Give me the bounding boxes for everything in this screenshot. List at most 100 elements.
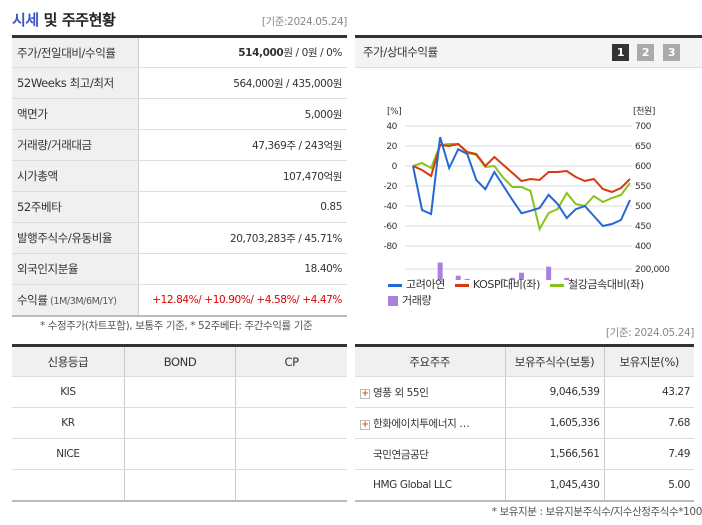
info-value: 514,000원 / 0원 / 0% (138, 36, 347, 68)
right-tick-label: 500 (635, 202, 652, 212)
price-chart: [%] [천원] 40 700 20 650 0 600 -20 550 -40 500 -60 450 -… (384, 106, 671, 305)
left-tick-label: 40 (386, 122, 397, 132)
info-value: 5,000원 (138, 98, 347, 130)
shareholder-name: 국민연금공단 (373, 448, 429, 461)
column-header: 보유지분(%) (603, 345, 694, 377)
right-tick-label: 650 (635, 142, 652, 152)
table-cell: KIS (12, 376, 125, 408)
table-row: + 영풍 외 55인 9,046,539 43.27 (355, 376, 694, 408)
page-1-button[interactable]: 1 (612, 44, 629, 61)
left-axis-label: [%] (387, 107, 401, 117)
chart-panel: 주가/상대수익률 1 2 3 [%] [천원] 40 700 20 650 0 600 -20 5… (355, 35, 702, 305)
series-line-1 (412, 142, 631, 194)
info-row: 52Weeks 최고/최저 564,000원 / 435,000원 (12, 67, 347, 99)
legend-item: KOSPI대비(좌) (454, 278, 540, 291)
shareholder-name: 영풍 외 55인 (373, 386, 429, 399)
info-label: 52주베타 (12, 191, 139, 223)
info-value: 564,000원 / 435,000원 (138, 67, 347, 99)
volume-tick-label: 200,000 (635, 265, 670, 275)
chart-header: 주가/상대수익률 1 2 3 (355, 38, 702, 68)
table-cell (235, 376, 347, 408)
pct-cell: 7.49 (603, 438, 694, 470)
section-title: 시세 및 주주현황 (12, 11, 116, 29)
pct-cell: 5.00 (603, 469, 694, 501)
info-row: 주가/전일대비/수익률 514,000원 / 0원 / 0% (12, 36, 347, 68)
table-cell: KR (12, 407, 125, 439)
pct-cell: 43.27 (603, 376, 694, 408)
holders-reference-date: [기준: 2024.05.24] (605, 327, 695, 339)
left-tick-label: -80 (384, 242, 398, 252)
credit-rating-table: 신용등급 BOND CP KIS KR NICE (12, 344, 347, 502)
expand-icon[interactable]: + (360, 388, 370, 399)
header-row: 주요주주 보유주식수(보통) 보유지분(%) (355, 345, 694, 377)
left-tick-label: -60 (384, 222, 398, 232)
table-cell (123, 376, 236, 408)
table-row: NICE (12, 438, 347, 470)
shares-cell: 1,605,336 (504, 407, 604, 439)
info-label: 52Weeks 최고/최저 (12, 67, 139, 99)
column-header: 신용등급 (12, 345, 125, 377)
info-value: 107,470억원 (138, 160, 347, 192)
table-cell (123, 438, 236, 470)
legend-swatch-icon (549, 283, 564, 287)
pct-cell: 7.68 (603, 407, 694, 439)
table-row: KR (12, 407, 347, 439)
right-tick-label: 700 (635, 122, 652, 132)
right-tick-label: 550 (635, 182, 652, 192)
table-cell (235, 407, 347, 439)
info-row: 수익률 (1M/3M/6M/1Y) +12.84%/ +10.90%/ +4.58… (12, 284, 347, 316)
info-row: 액면가 5,000원 (12, 98, 347, 130)
price-info-table: 주가/전일대비/수익률 514,000원 / 0원 / 0% 52Weeks 최고/… (12, 35, 347, 317)
info-label: 시가총액 (12, 160, 139, 192)
table-row: 국민연금공단 1,566,561 7.49 (355, 438, 694, 470)
chart-legend: 고려아연 KOSPI대비(좌) 철강금속대비(좌) 거래량 (388, 276, 654, 308)
table-row: KIS (12, 376, 347, 408)
shareholder-name: 한화에이치투에너지 … (373, 417, 470, 430)
legend-swatch-icon (454, 283, 469, 287)
column-header: 주요주주 (355, 345, 505, 377)
info-value: 18.40% (138, 253, 347, 285)
column-header: BOND (123, 345, 236, 377)
right-axis-label: [천원] (633, 106, 655, 117)
table-cell (235, 469, 347, 501)
table-cell (12, 469, 125, 501)
info-row: 시가총액 107,470억원 (12, 160, 347, 192)
volume-bar (437, 262, 443, 288)
table-row (12, 469, 347, 501)
right-tick-label: 450 (635, 222, 652, 232)
page-2-button[interactable]: 2 (637, 44, 654, 61)
shares-cell: 1,045,430 (504, 469, 604, 501)
header-row: 신용등급 BOND CP (12, 345, 347, 377)
info-label: 액면가 (12, 98, 139, 130)
info-label: 거래량/거래대금 (12, 129, 139, 161)
info-value: 20,703,283주 / 45.71% (138, 222, 347, 254)
info-value: 47,369주 / 243억원 (138, 129, 347, 161)
footnote: * 수정주가(차트포함), 보통주 기준, * 52주베타: 주간수익률 기준 (40, 320, 313, 332)
right-tick-label: 600 (635, 162, 652, 172)
info-row: 발행주식수/유동비율 20,703,283주 / 45.71% (12, 222, 347, 254)
info-row: 52주베타 0.85 (12, 191, 347, 223)
holders-footnote: * 보유지분 : 보유지분주식수/지수산정주식수*100 (491, 506, 702, 518)
info-row: 거래량/거래대금 47,369주 / 243억원 (12, 129, 347, 161)
info-label: 외국인지분율 (12, 253, 139, 285)
legend-item: 고려아연 (388, 278, 445, 291)
column-header: CP (235, 345, 347, 377)
info-label: 발행주식수/유동비율 (12, 222, 139, 254)
page-3-button[interactable]: 3 (663, 44, 680, 61)
info-label: 수익률 (1M/3M/6M/1Y) (12, 284, 139, 316)
legend-item: 거래량 (388, 294, 432, 307)
table-cell (123, 469, 236, 501)
table-row: HMG Global LLC 1,045,430 5.00 (355, 469, 694, 501)
shares-cell: 1,566,561 (504, 438, 604, 470)
legend-swatch-icon (388, 283, 402, 287)
shareholder-name: HMG Global LLC (373, 478, 452, 491)
left-tick-label: -20 (384, 182, 398, 192)
info-value: 0.85 (138, 191, 347, 223)
info-value: +12.84%/ +10.90%/ +4.58%/ +4.47% (138, 284, 347, 316)
table-row: + 한화에이치투에너지 … 1,605,336 7.68 (355, 407, 694, 439)
table-cell (235, 438, 347, 470)
expand-icon[interactable]: + (360, 419, 370, 430)
chart-title: 주가/상대수익률 (363, 45, 438, 59)
major-shareholders-table: 주요주주 보유주식수(보통) 보유지분(%) + 영풍 외 55인 9,046,539 43… (355, 344, 694, 502)
left-tick-label: 0 (392, 162, 398, 172)
